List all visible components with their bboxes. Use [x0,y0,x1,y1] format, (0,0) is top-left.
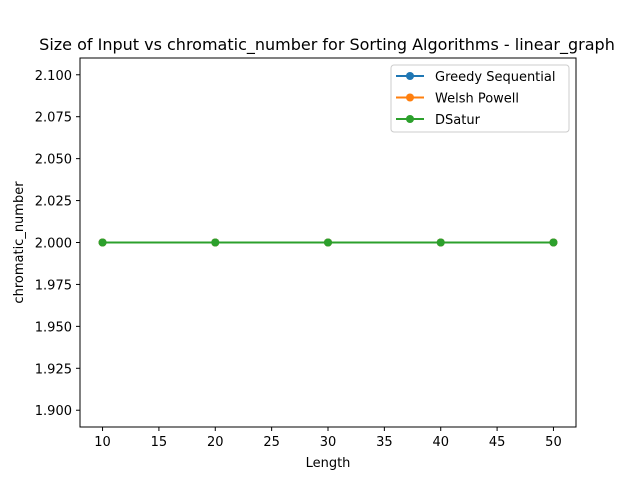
y-tick-label: 2.050 [35,153,72,168]
x-tick-label: 45 [489,435,506,450]
data-point [98,238,107,247]
legend-label: DSatur [435,113,481,128]
y-tick-label: 1.900 [35,404,72,419]
x-tick-label: 30 [320,435,337,450]
legend-marker [406,72,414,80]
y-tick-label: 2.075 [35,111,72,126]
series-dsatur [98,238,558,247]
x-tick-label: 10 [94,435,111,450]
plot-series [98,238,558,247]
legend-item: DSatur [396,113,481,128]
x-tick-label: 20 [207,435,224,450]
x-axis-ticks: 10 15 20 25 30 35 40 45 50 [94,427,562,450]
x-tick-label: 25 [263,435,280,450]
legend-item: Welsh Powell [396,92,519,107]
data-point [436,238,445,247]
x-tick-label: 15 [151,435,168,450]
chart-title: Size of Input vs chromatic_number for So… [39,35,615,55]
x-axis-label: Length [306,456,351,471]
legend: Greedy Sequential Welsh Powell DSatur [390,64,570,133]
legend-box [390,64,570,133]
y-tick-label: 1.975 [35,278,72,293]
data-point [549,238,558,247]
legend-marker [406,93,414,102]
y-axis-ticks: 1.900 1.925 1.950 1.975 2.000 2.025 2.050 2.075… [35,69,80,419]
legend-label: Welsh Powell [435,92,519,107]
y-tick-label: 2.000 [35,237,72,252]
data-point [324,238,332,247]
x-tick-label: 40 [432,435,449,450]
legend-label: Greedy Sequential [435,70,555,85]
y-tick-label: 1.950 [35,320,72,335]
data-point [211,238,220,247]
y-tick-label: 2.025 [35,195,72,210]
y-tick-label: 1.925 [35,362,72,377]
legend-item: Greedy Sequential [396,70,555,85]
x-tick-label: 35 [376,435,393,450]
y-axis-label: chromatic_number [12,181,27,304]
x-tick-label: 50 [545,435,562,450]
legend-marker [406,115,414,123]
y-tick-label: 2.100 [35,69,72,84]
